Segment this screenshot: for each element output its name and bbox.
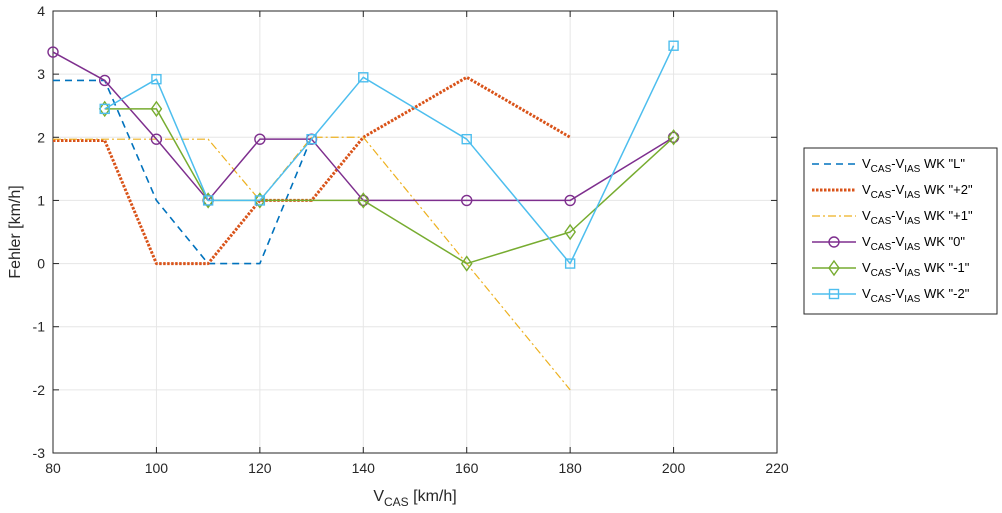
data-point-circle (461, 194, 473, 207)
legend-entry: VCAS-VIAS WK "0" (812, 234, 965, 253)
plot-frame (52, 10, 778, 454)
series-layer (47, 40, 680, 391)
data-point-circle (828, 236, 840, 248)
legend-entry: VCAS-VIAS WK "-1" (812, 259, 970, 279)
data-point-square (99, 103, 110, 115)
data-point-square (358, 72, 369, 83)
y-tick-label: 0 (37, 256, 45, 272)
data-point-circle (99, 74, 111, 87)
x-tick-label: 160 (455, 460, 479, 476)
data-point-square (306, 133, 317, 145)
legend-label: VCAS-VIAS WK "L" (862, 156, 965, 175)
data-point-square (254, 195, 266, 206)
x-tick-label: 100 (145, 460, 169, 476)
x-tick-label: 200 (662, 460, 686, 476)
legend-entry: VCAS-VIAS WK "+2" (812, 182, 973, 201)
data-point-square (828, 288, 840, 300)
y-tick-label: -2 (33, 382, 46, 398)
legend-label: VCAS-VIAS WK "-1" (862, 260, 970, 279)
data-point-circle (47, 46, 59, 58)
legend: VCAS-VIAS WK "L" VCAS-VIAS WK "+2" VCAS-VI… (803, 147, 998, 315)
data-point-square (461, 133, 472, 145)
legend-entry: VCAS-VIAS WK "-2" (812, 286, 970, 305)
series-4 (98, 100, 680, 272)
series-line (53, 75, 571, 266)
series-line (104, 108, 675, 265)
series-0 (53, 79, 313, 265)
y-tick-label: 2 (37, 129, 45, 145)
data-point-square (668, 40, 679, 51)
x-tick-label: 220 (765, 460, 789, 476)
tick-labels: 80 100 120 140 160 180 200 220 -3 -2 -1 0 1 2 3 4 (33, 3, 789, 476)
data-point-diamond (460, 255, 473, 272)
legend-label: VCAS-VIAS WK "-2" (862, 286, 970, 305)
data-point-circle (564, 194, 576, 207)
series-line (104, 45, 675, 265)
legend-entry: VCAS-VIAS WK "L" (812, 156, 965, 175)
y-tick-label: -3 (33, 445, 46, 461)
legend-entry: VCAS-VIAS WK "+1" (812, 208, 973, 227)
legend-label: VCAS-VIAS WK "+2" (862, 182, 973, 201)
x-tick-label: 120 (248, 460, 272, 476)
legend-label: VCAS-VIAS WK "+1" (862, 208, 973, 227)
x-tick-label: 80 (45, 460, 61, 476)
data-point-diamond (357, 192, 370, 209)
data-point-diamond (667, 129, 680, 146)
data-point-square (151, 73, 162, 85)
data-point-square (202, 195, 214, 206)
data-point-diamond (150, 100, 163, 118)
data-point-diamond (253, 192, 266, 209)
data-point-circle (150, 133, 163, 145)
y-tick-label: 3 (37, 66, 45, 82)
legend-label: VCAS-VIAS WK "0" (862, 234, 965, 253)
plot-axes (52, 10, 778, 454)
legend-box (803, 147, 998, 315)
data-point-diamond (202, 192, 215, 209)
data-point-circle (254, 133, 266, 145)
x-tick-label: 180 (558, 460, 582, 476)
series-line (53, 79, 313, 265)
y-tick-label: 1 (37, 192, 45, 208)
y-tick-label: 4 (37, 3, 45, 19)
y-tick-label: -1 (33, 319, 46, 335)
series-1 (53, 75, 571, 266)
y-axis-label: Fehler [km/h] (7, 185, 24, 278)
data-point-square (564, 258, 576, 269)
data-point-diamond (564, 223, 577, 241)
x-axis-label: VCAS [km/h] (373, 488, 456, 509)
x-tick-label: 140 (352, 460, 376, 476)
data-point-diamond (828, 259, 840, 277)
series-5 (99, 40, 679, 269)
